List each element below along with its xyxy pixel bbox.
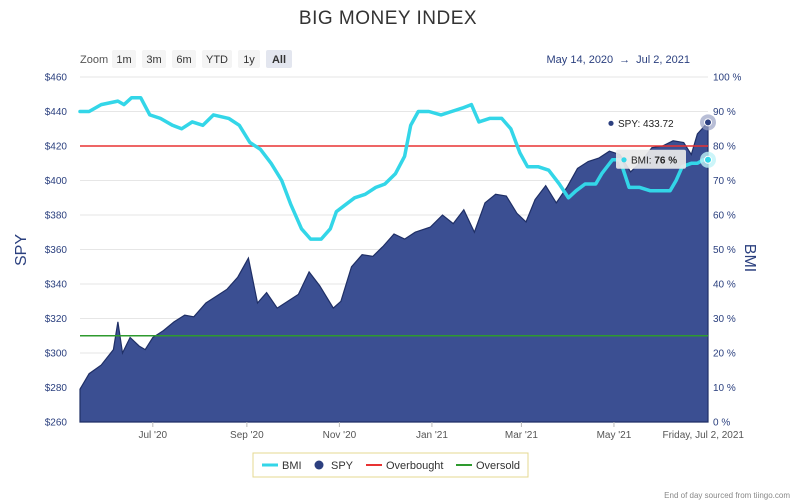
zoom-button-bg: [172, 50, 196, 68]
zoom-button-label: 1m: [116, 54, 131, 66]
y-left-tick-label: $320: [45, 314, 68, 325]
zoom-button-3m[interactable]: 3m: [142, 50, 166, 68]
zoom-button-label: 6m: [176, 54, 191, 66]
spy-marker[interactable]: [704, 118, 712, 127]
y-left-tick-label: $340: [45, 280, 68, 291]
x-tick-label: Mar '21: [505, 430, 538, 441]
y-right-tick-label: 80 %: [713, 142, 736, 153]
date-range-from: May 14, 2020: [547, 54, 614, 66]
y-right-tick-label: 100 %: [713, 73, 741, 84]
spy-tooltip-label: SPY:: [618, 119, 643, 130]
chart-title: BIG MONEY INDEX: [299, 8, 477, 29]
zoom-button-1m[interactable]: 1m: [112, 50, 136, 68]
y-left-tick-label: $400: [45, 176, 68, 187]
y-right-tick-label: 30 %: [713, 314, 736, 325]
y-axis-left: $260 $280 $300 $320 $340 $360 $380 $400 $420 $440…: [45, 73, 68, 429]
x-tick-label: May '21: [597, 430, 632, 441]
legend: BMI SPY Overbought Oversold: [252, 452, 529, 478]
x-tick-label: Jan '21: [416, 430, 448, 441]
zoom-button-bg: [142, 50, 166, 68]
y-left-tick-label: $300: [45, 349, 68, 360]
zoom-button-6m[interactable]: 6m: [172, 50, 196, 68]
zoom-label: Zoom: [80, 54, 108, 66]
legend-swatch: [314, 460, 324, 470]
legend-label: Overbought: [386, 460, 443, 472]
y-axis-right-title: BMI: [741, 244, 758, 272]
date-range: May 14, 2020 → Jul 2, 2021: [547, 54, 690, 66]
zoom-button-bg: [112, 50, 136, 68]
bmi-tooltip-dot: [621, 157, 627, 163]
zoom-button-all[interactable]: All: [266, 50, 292, 68]
y-right-tick-label: 90 %: [713, 107, 736, 118]
x-axis: Jul '20 Sep '20 Nov '20 Jan '21 Mar '21 May '…: [139, 422, 744, 441]
y-axis-right: 0 % 10 % 20 % 30 % 40 % 50 % 60 % 70 % 80 % 90 % 1…: [713, 73, 741, 429]
bmi-tooltip-value: 76 %: [654, 155, 677, 166]
y-right-tick-label: 60 %: [713, 211, 736, 222]
y-right-tick-label: 20 %: [713, 349, 736, 360]
x-tick-label: Jul '20: [139, 430, 168, 441]
zoom-button-label: 3m: [146, 54, 161, 66]
tooltips: SPY: 433.72 BMI: 76 %: [608, 119, 686, 169]
y-left-tick-label: $260: [45, 418, 68, 429]
legend-item-oversold[interactable]: Oversold: [456, 460, 520, 472]
y-left-tick-label: $460: [45, 73, 68, 84]
date-range-text[interactable]: May 14, 2020 → Jul 2, 2021: [547, 54, 690, 66]
zoom-button-ytd[interactable]: YTD: [202, 50, 232, 68]
date-range-arrow: →: [619, 54, 630, 66]
legend-label: Oversold: [476, 460, 520, 472]
zoom-button-bg: [202, 50, 232, 68]
zoom-button-label: YTD: [206, 54, 228, 66]
bmi-marker[interactable]: [704, 155, 712, 164]
spy-tooltip-dot: [608, 120, 614, 126]
y-right-tick-label: 70 %: [713, 176, 736, 187]
legend-box: [252, 452, 529, 478]
zoom-button-bg: [266, 50, 292, 68]
bmi-tooltip: BMI: 76 %: [631, 155, 677, 166]
zoom-button-label: 1y: [243, 54, 255, 66]
x-tick-label: Nov '20: [323, 430, 357, 441]
zoom-controls: Zoom 1m 3m 6m YTD 1y All: [80, 50, 292, 68]
credit-text[interactable]: End of day sourced from tiingo.com: [664, 491, 790, 500]
legend-label: SPY: [331, 460, 354, 472]
y-right-tick-label: 10 %: [713, 383, 736, 394]
zoom-button-bg: [238, 50, 260, 68]
y-left-tick-label: $360: [45, 245, 68, 256]
legend-item-bmi[interactable]: BMI: [262, 460, 302, 472]
y-left-tick-label: $380: [45, 211, 68, 222]
y-left-tick-label: $280: [45, 383, 68, 394]
y-right-tick-label: 0 %: [713, 418, 730, 429]
hover-markers: [700, 114, 716, 168]
legend-item-overbought[interactable]: Overbought: [366, 460, 443, 472]
legend-item-spy[interactable]: SPY: [314, 460, 354, 472]
bmi-tooltip-box: [616, 149, 686, 169]
y-left-tick-label: $420: [45, 142, 68, 153]
spy-tooltip-value: 433.72: [643, 119, 674, 130]
y-right-tick-label: 40 %: [713, 280, 736, 291]
x-end-label: Friday, Jul 2, 2021: [662, 430, 744, 441]
zoom-button-1y[interactable]: 1y: [238, 50, 260, 68]
y-axis-left-title: SPY: [13, 234, 30, 266]
date-range-to: Jul 2, 2021: [636, 54, 690, 66]
zoom-button-label: All: [272, 54, 286, 66]
reference-lines: [80, 145, 708, 337]
legend-label: BMI: [282, 460, 302, 472]
x-tick-label: Sep '20: [230, 430, 264, 441]
y-right-tick-label: 50 %: [713, 245, 736, 256]
bmi-tooltip-label: BMI:: [631, 155, 654, 166]
y-left-tick-label: $440: [45, 107, 68, 118]
spy-tooltip: SPY: 433.72: [618, 119, 674, 130]
